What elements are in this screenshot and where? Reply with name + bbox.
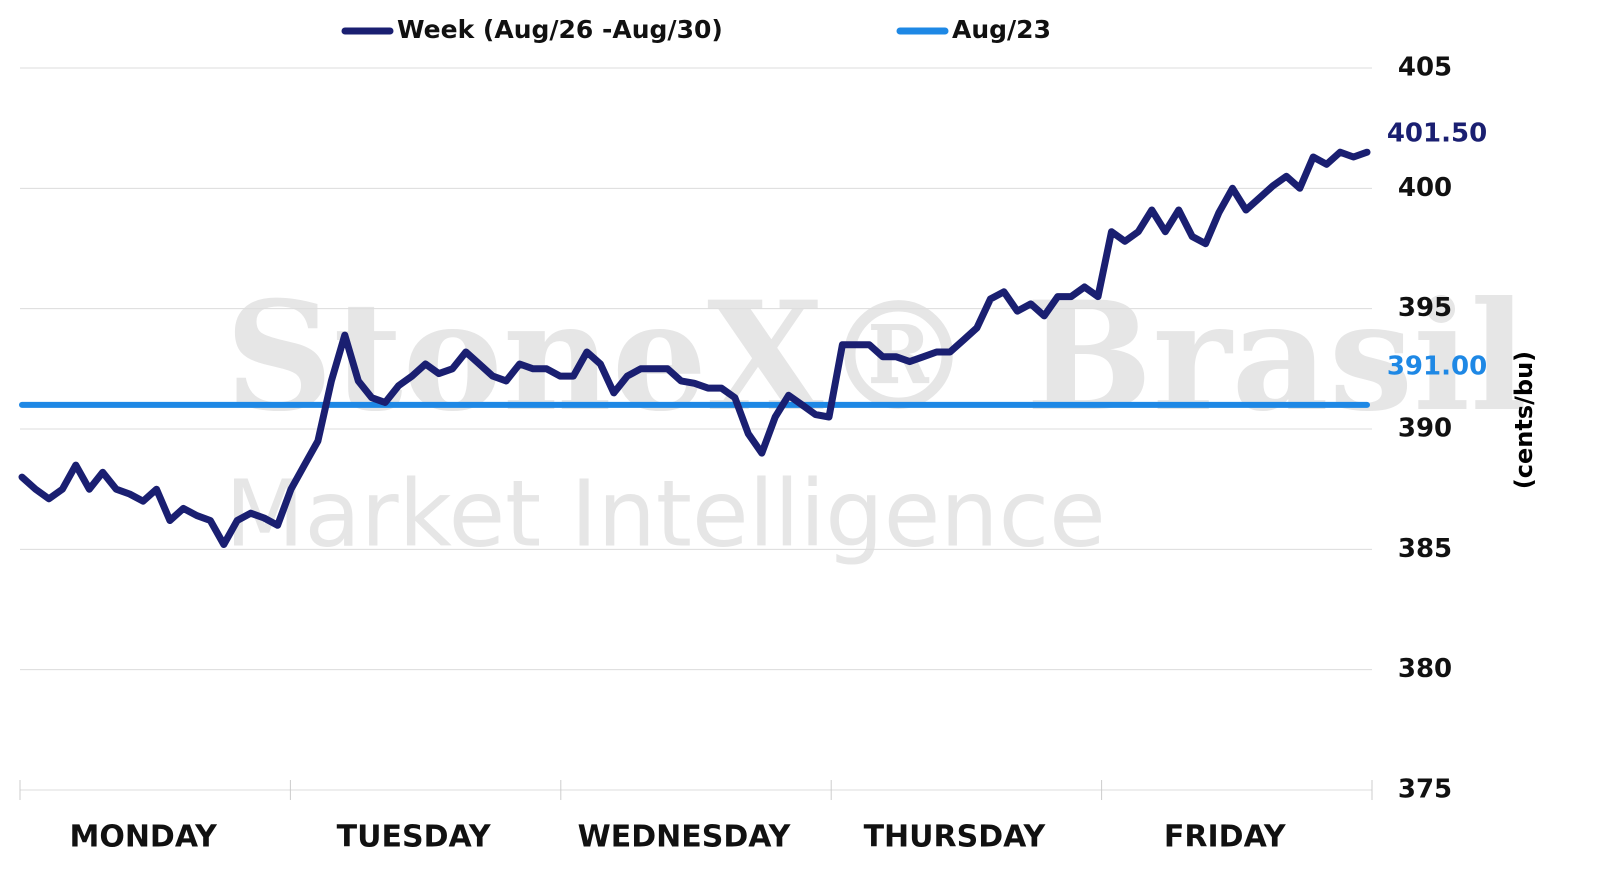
y-tick-label: 385	[1398, 534, 1452, 564]
y-tick-label: 380	[1398, 654, 1452, 684]
end-label: 391.00	[1387, 351, 1487, 381]
y-tick-label: 405	[1398, 53, 1452, 83]
line-series	[18, 148, 1371, 548]
end-label: 401.50	[1387, 119, 1487, 149]
y-tick-label: 400	[1398, 173, 1452, 203]
watermark: Market Intelligence	[225, 460, 1106, 567]
x-tick-label: TUESDAY	[337, 820, 492, 855]
legend-label: Aug/23	[952, 15, 1051, 44]
x-tick-label: MONDAY	[69, 820, 218, 855]
y-axis-label: (cents/bu)	[1510, 351, 1538, 489]
x-tick-label: FRIDAY	[1164, 820, 1287, 855]
watermark: StoneX® Brasil	[225, 269, 1527, 445]
x-tick-label: THURSDAY	[864, 820, 1047, 855]
x-tick-label: WEDNESDAY	[578, 820, 792, 855]
y-tick-label: 395	[1398, 293, 1452, 323]
y-tick-label: 375	[1398, 775, 1452, 805]
y-tick-label: 390	[1398, 414, 1452, 444]
legend-label: Week (Aug/26 -Aug/30)	[397, 15, 723, 44]
